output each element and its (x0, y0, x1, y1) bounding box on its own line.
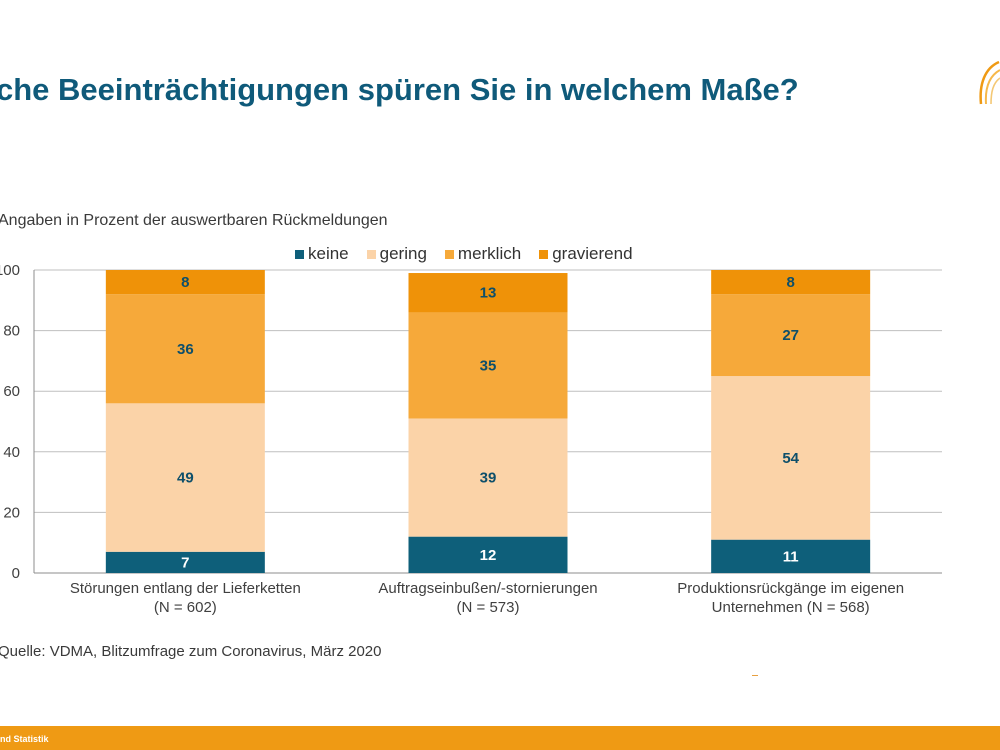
y-tick-label: 60 (3, 383, 20, 400)
bar-segment-merklich (408, 312, 568, 419)
bar-segment-gravierend (711, 270, 871, 295)
legend-swatch-keine (295, 249, 304, 259)
legend-label-gering: gering (379, 244, 427, 263)
legend-label-merklich: merklich (457, 244, 522, 263)
source-note: Quelle: VDMA, Blitzumfrage zum Coronavir… (0, 643, 382, 660)
bar-segment-gering (711, 376, 871, 540)
legend-swatch-gravierend (539, 249, 549, 259)
legend-item-gravierend: gravierend (539, 244, 633, 264)
legend-swatch-gering (366, 249, 376, 259)
data-label-keine: 12 (480, 547, 497, 564)
y-tick-label: 0 (12, 565, 20, 582)
bar-segment-merklich (711, 294, 871, 377)
legend-item-merklich: merklich (444, 244, 522, 264)
wheat-arc-logo-icon (979, 60, 1000, 105)
bar-segment-gravierend (408, 273, 568, 313)
bar-segment-keine (105, 551, 265, 573)
chart-legend: keine gering merklich gravierend (295, 244, 633, 264)
data-label-merklich: 35 (480, 357, 497, 374)
bar-segment-gering (105, 403, 265, 552)
page-title: che Beeinträchtigungen spüren Sie in wel… (0, 72, 799, 107)
legend-item-keine: keine (295, 244, 349, 264)
y-tick-label: 40 (3, 444, 20, 461)
footer-text: nd Statistik (0, 734, 49, 744)
stacked-bar-chart: 0 20 40 60 80 100 7 49 36 8 Störungen entlang der … (0, 262, 942, 616)
data-label-gering: 39 (480, 470, 497, 487)
data-label-gravierend: 13 (480, 285, 497, 302)
x-tick-label: Auftragseinbußen/-stornierungen (378, 580, 597, 597)
data-label-merklich: 36 (177, 341, 194, 358)
data-label-gravierend: 8 (181, 274, 189, 291)
x-tick-label: Unternehmen (N = 568) (712, 599, 870, 616)
data-label-gering: 49 (177, 470, 194, 487)
data-label-keine: 11 (783, 548, 799, 565)
x-tick-label: (N = 602) (154, 599, 217, 616)
legend-label-keine: keine (308, 244, 349, 263)
footer-bar: nd Statistik (0, 726, 1000, 750)
legend-swatch-merklich (444, 249, 454, 259)
bar-segment-gravierend (105, 270, 265, 295)
x-tick-label: Produktionsrückgänge im eigenen (677, 580, 904, 597)
data-label-gravierend: 8 (786, 274, 794, 291)
x-tick-label: Störungen entlang der Lieferketten (70, 580, 301, 597)
data-label-merklich: 27 (782, 327, 799, 344)
bar-segment-merklich (105, 294, 265, 404)
data-label-gering: 54 (782, 450, 799, 467)
chart-subtitle: Angaben in Prozent der auswertbaren Rück… (0, 212, 388, 229)
legend-item-gering: gering (366, 244, 427, 264)
data-label-keine: 7 (181, 554, 189, 571)
y-tick-label: 100 (0, 262, 20, 279)
legend-label-gravierend: gravierend (552, 244, 633, 263)
bar-segment-keine (711, 539, 871, 573)
y-tick-label: 80 (3, 323, 20, 340)
y-tick-label: 20 (3, 504, 20, 521)
bar-segment-gering (408, 418, 568, 537)
bar-segment-keine (408, 536, 568, 573)
decorative-dash (752, 675, 758, 676)
x-tick-label: (N = 573) (457, 599, 520, 616)
